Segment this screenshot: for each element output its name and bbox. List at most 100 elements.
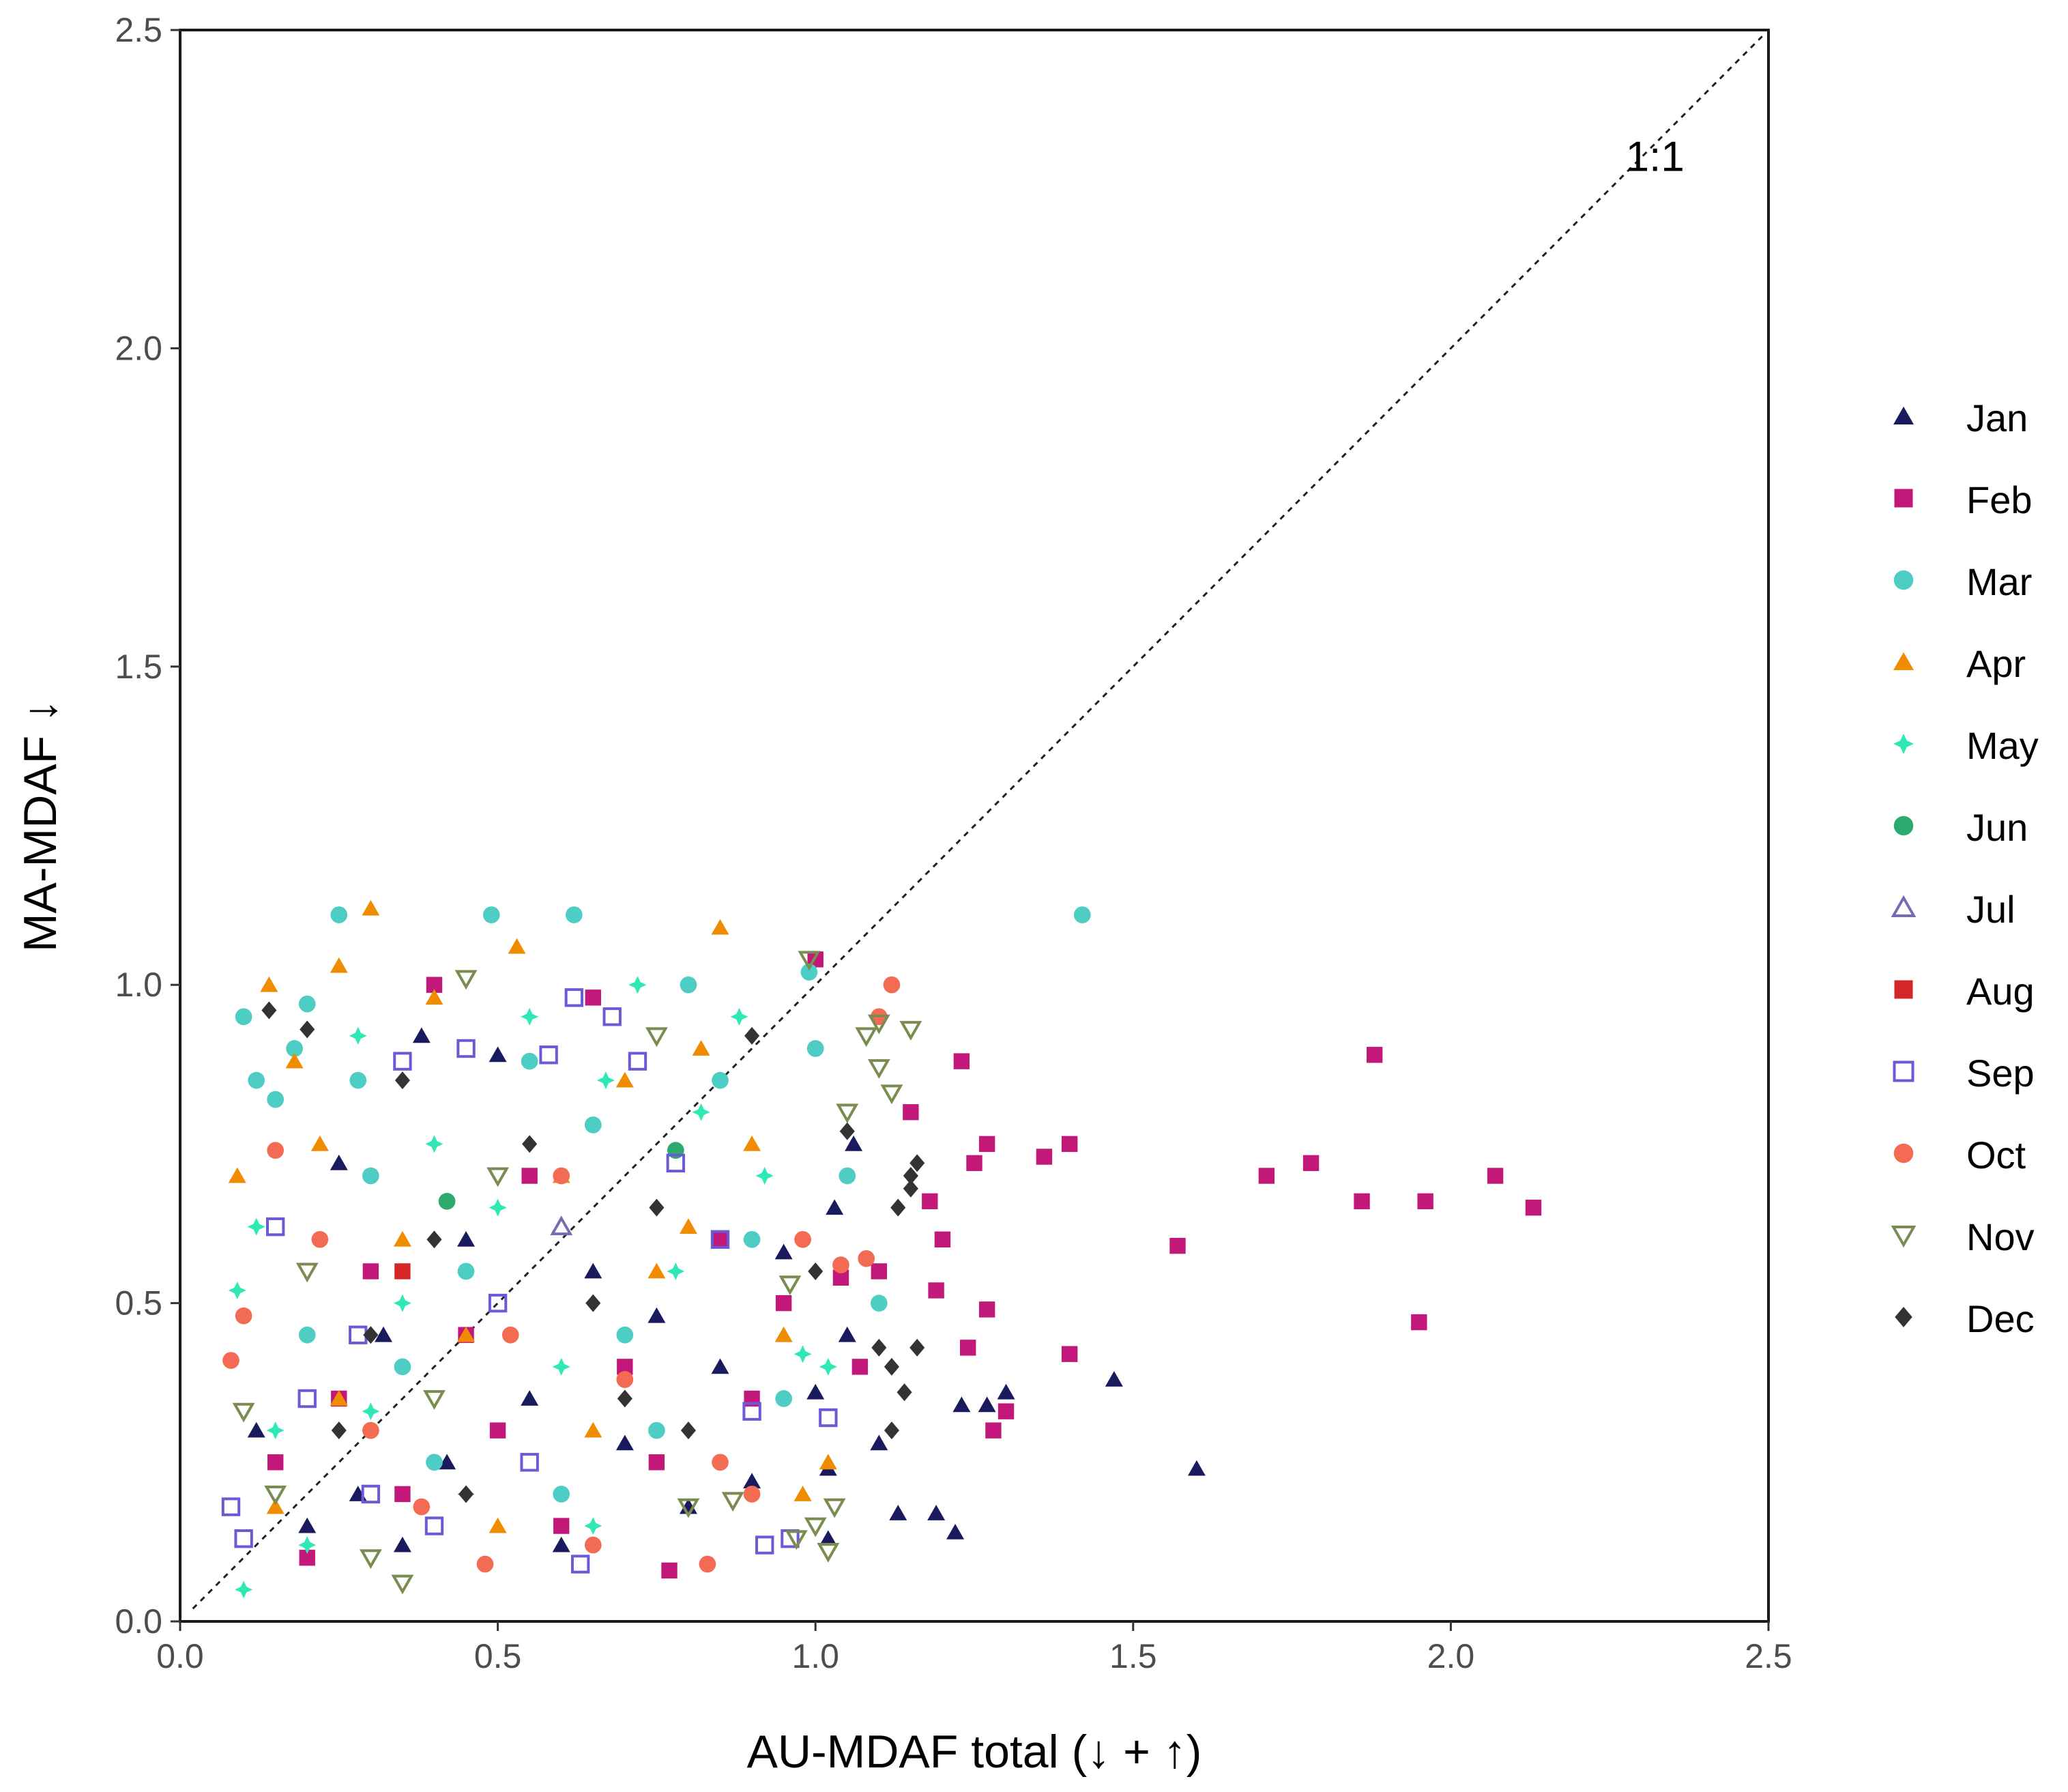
- data-point: [426, 1454, 443, 1471]
- legend-item-dec: Dec: [1895, 1297, 2035, 1340]
- data-point: [298, 1517, 317, 1533]
- data-point: [393, 1536, 411, 1552]
- legend-key: [1893, 1060, 1914, 1082]
- data-point: [692, 1040, 710, 1056]
- legend-item-jun: Jun: [1893, 806, 2028, 849]
- data-point: [922, 1193, 938, 1210]
- data-point: [978, 1136, 995, 1153]
- data-point: [235, 1580, 253, 1599]
- data-point: [1061, 1346, 1078, 1362]
- data-point: [1073, 906, 1091, 923]
- data-point: [570, 1555, 590, 1574]
- data-point: [501, 1326, 519, 1344]
- data-point: [867, 1059, 890, 1079]
- data-point: [425, 1135, 443, 1153]
- legend: Jan Feb Mar Apr May Jun Jul Aug Sep Oct Nov Dec: [1891, 396, 2039, 1340]
- data-point: [228, 1167, 246, 1183]
- legend-label: Oct: [1966, 1133, 2026, 1176]
- data-point: [928, 1282, 944, 1299]
- data-point: [553, 1518, 570, 1534]
- data-point: [393, 1294, 411, 1312]
- series-apr: [228, 899, 837, 1533]
- legend-key: [1893, 1143, 1914, 1164]
- legend-item-sep: Sep: [1893, 1052, 2035, 1095]
- data-point: [903, 1104, 919, 1121]
- legend-label: Jul: [1966, 888, 2015, 931]
- data-point: [649, 1198, 665, 1217]
- y-tick-label: 0.0: [115, 1602, 162, 1641]
- data-point: [584, 1116, 602, 1133]
- data-point: [721, 1492, 744, 1512]
- data-point: [457, 1326, 476, 1342]
- data-point: [692, 1103, 710, 1121]
- data-point: [616, 1371, 634, 1388]
- data-point: [648, 1421, 665, 1439]
- reference-line-label: 1:1: [1626, 134, 1685, 181]
- data-point: [521, 1052, 538, 1070]
- legend-label: Dec: [1966, 1297, 2035, 1340]
- data-point: [997, 1403, 1015, 1419]
- data-point: [425, 989, 443, 1005]
- data-point: [785, 1530, 808, 1550]
- data-point: [521, 1007, 539, 1026]
- data-point: [438, 1454, 456, 1470]
- data-point: [870, 1295, 888, 1312]
- data-point: [489, 1198, 507, 1217]
- data-point: [362, 1263, 379, 1280]
- legend-label: Jan: [1966, 396, 2028, 439]
- legend-label: Jun: [1966, 806, 2028, 849]
- data-point: [867, 1014, 890, 1035]
- series-nov: [232, 951, 922, 1595]
- legend-label: Nov: [1966, 1215, 2035, 1258]
- data-point: [617, 1389, 632, 1408]
- data-point: [374, 1326, 392, 1342]
- data-point: [1036, 1148, 1053, 1165]
- data-point: [550, 1215, 573, 1236]
- data-point: [819, 1408, 838, 1428]
- data-point: [743, 1486, 761, 1503]
- data-point: [851, 1359, 869, 1375]
- y-axis-title: MA-MDAF ↓: [14, 699, 66, 952]
- data-point: [890, 1198, 906, 1217]
- data-point: [909, 1154, 925, 1172]
- data-point: [793, 1486, 812, 1501]
- data-point: [235, 1307, 252, 1325]
- data-point: [285, 1052, 304, 1069]
- data-point: [457, 1230, 476, 1247]
- x-tick-label: 1.5: [1109, 1637, 1157, 1675]
- data-point: [359, 1549, 382, 1570]
- data-point: [265, 1217, 285, 1237]
- legend-item-jan: Jan: [1893, 396, 2028, 439]
- data-point: [298, 1326, 316, 1344]
- data-point: [755, 1535, 774, 1555]
- data-point: [952, 1396, 971, 1413]
- data-point: [457, 1262, 475, 1280]
- data-point: [1417, 1193, 1433, 1210]
- data-point: [744, 1026, 760, 1045]
- legend-item-nov: Nov: [1891, 1215, 2035, 1258]
- data-point: [413, 1498, 431, 1516]
- data-point: [806, 1383, 825, 1400]
- series-may: [228, 976, 837, 1599]
- y-tick-label: 2.0: [115, 329, 162, 367]
- data-point: [808, 1262, 824, 1280]
- data-point: [330, 906, 348, 923]
- data-point: [553, 1486, 570, 1503]
- data-point: [628, 976, 647, 994]
- data-point: [552, 1357, 570, 1376]
- data-point: [248, 1071, 265, 1089]
- data-point: [391, 1574, 414, 1595]
- data-point: [476, 1555, 494, 1573]
- data-point: [228, 1281, 246, 1299]
- data-point: [743, 1136, 761, 1151]
- data-point: [489, 1422, 506, 1439]
- data-point: [394, 1263, 411, 1280]
- data-point: [1354, 1193, 1370, 1210]
- data-point: [247, 1217, 265, 1236]
- data-point: [298, 995, 316, 1013]
- data-point: [564, 988, 584, 1007]
- data-point: [508, 938, 526, 954]
- data-point: [553, 1167, 570, 1185]
- y-tick-label: 2.5: [115, 11, 162, 49]
